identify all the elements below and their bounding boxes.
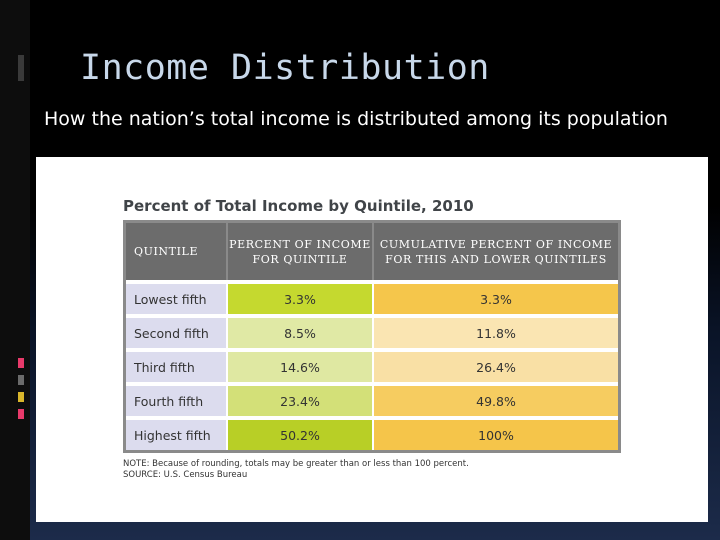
note-text: NOTE: Because of rounding, totals may be… (123, 459, 469, 469)
table-row: Third fifth 14.6% 26.4% (126, 348, 618, 382)
accent-tick (18, 392, 24, 402)
percent-cell: 14.6% (228, 348, 374, 382)
cumulative-cell: 100% (374, 416, 618, 450)
slide-subtitle: How the nation’s total income is distrib… (44, 108, 668, 130)
percent-cell: 50.2% (228, 416, 374, 450)
quintile-cell: Third fifth (126, 348, 228, 382)
accent-tick (18, 358, 24, 368)
percent-cell: 8.5% (228, 314, 374, 348)
percent-cell: 23.4% (228, 382, 374, 416)
quintile-cell: Highest fifth (126, 416, 228, 450)
quintile-cell: Fourth fifth (126, 382, 228, 416)
quintile-cell: Second fifth (126, 314, 228, 348)
table-row: Fourth fifth 23.4% 49.8% (126, 382, 618, 416)
left-accent-strip (0, 0, 30, 540)
header-quintile: QUINTILE (126, 223, 228, 280)
table-row: Second fifth 8.5% 11.8% (126, 314, 618, 348)
table-title: Percent of Total Income by Quintile, 201… (123, 197, 474, 215)
table-note: NOTE: Because of rounding, totals may be… (123, 459, 469, 481)
accent-block (18, 55, 24, 81)
accent-tick (18, 375, 24, 385)
cumulative-cell: 26.4% (374, 348, 618, 382)
cumulative-cell: 11.8% (374, 314, 618, 348)
table-row: Lowest fifth 3.3% 3.3% (126, 280, 618, 314)
source-text: SOURCE: U.S. Census Bureau (123, 470, 248, 480)
table-header-row: QUINTILE PERCENT OF INCOME FOR QUINTILE … (126, 223, 618, 280)
quintile-table: QUINTILE PERCENT OF INCOME FOR QUINTILE … (123, 220, 621, 453)
cumulative-cell: 49.8% (374, 382, 618, 416)
accent-tick (18, 409, 24, 419)
quintile-cell: Lowest fifth (126, 280, 228, 314)
header-cumulative-percent: CUMULATIVE PERCENT OF INCOME FOR THIS AN… (374, 223, 618, 280)
cumulative-cell: 3.3% (374, 280, 618, 314)
table-figure: Percent of Total Income by Quintile, 201… (36, 157, 708, 522)
table-row: Highest fifth 50.2% 100% (126, 416, 618, 450)
slide-title: Income Distribution (80, 48, 490, 88)
header-percent-of-income: PERCENT OF INCOME FOR QUINTILE (228, 223, 374, 280)
percent-cell: 3.3% (228, 280, 374, 314)
